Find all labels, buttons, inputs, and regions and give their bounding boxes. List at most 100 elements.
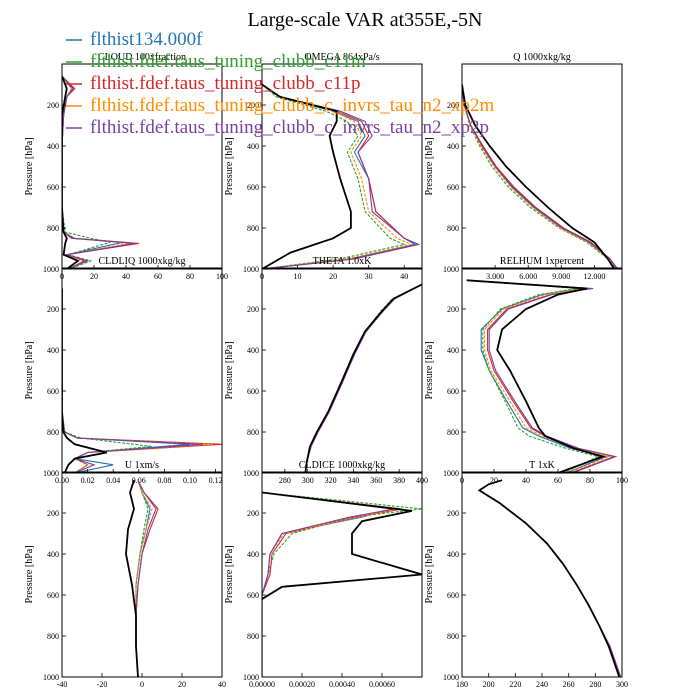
series-line-5: [478, 479, 622, 677]
x-tick-label: 20: [490, 476, 498, 485]
y-axis-label: Pressure [hPa]: [24, 137, 35, 195]
y-tick-label: 200: [247, 305, 259, 314]
plot-frame: [261, 63, 423, 270]
x-tick-label: 0.00040: [329, 680, 355, 689]
series-group: [125, 479, 159, 677]
panel-7: U 1xm/s Pressure [hPa] -40 -20 0 20 40 200 400 60…: [24, 460, 226, 689]
series-group: [262, 491, 422, 677]
plot-frame: [461, 267, 623, 474]
y-tick-label: 600: [447, 591, 459, 600]
series-line-3: [466, 279, 616, 473]
y-tick-label: 400: [247, 346, 259, 355]
x-tick-label: 0.00060: [369, 680, 395, 689]
series-line-5: [304, 283, 422, 473]
y-tick-label: 600: [247, 591, 259, 600]
x-tick-label: 0: [140, 680, 144, 689]
panel-title: T 1xK: [529, 460, 555, 471]
series-line-6: [62, 288, 108, 473]
series-line-3: [304, 283, 422, 473]
figure-title: Large-scale VAR at355E,-5N: [248, 9, 483, 31]
y-tick-label: 600: [447, 387, 459, 396]
x-tick-label: 20: [329, 272, 337, 281]
y-tick-label: 800: [447, 224, 459, 233]
y-tick-label: 1000: [43, 265, 59, 274]
y-tick-label: 600: [247, 183, 259, 192]
y-tick-label: 200: [247, 101, 259, 110]
y-tick-label: 400: [247, 550, 259, 559]
x-tick-label: -20: [97, 680, 108, 689]
y-tick-label: 200: [47, 509, 59, 518]
x-tick-label: 380: [393, 476, 405, 485]
x-tick-label: 0.00020: [289, 680, 315, 689]
x-tick-label: 20: [178, 680, 186, 689]
y-tick-label: 1000: [43, 469, 59, 478]
series-line-3: [478, 479, 622, 677]
y-tick-label: 200: [447, 101, 459, 110]
y-tick-label: 800: [247, 632, 259, 641]
x-tick-label: 280: [279, 476, 291, 485]
y-tick-label: 400: [247, 142, 259, 151]
panel-title: U 1xm/s: [125, 460, 159, 471]
series-group: [62, 288, 222, 473]
y-tick-label: 1000: [243, 673, 259, 682]
series-group: [62, 75, 139, 269]
panel-5: THETA 1.0xK Pressure [hPa] 280 300 320 340 360…: [224, 256, 428, 485]
panel-title: CLDICE 1000xkg/kg: [299, 460, 385, 471]
plot-frame: [61, 63, 223, 270]
y-axis-label: Pressure [hPa]: [424, 545, 435, 603]
y-tick-label: 800: [47, 224, 59, 233]
series-line-6: [262, 491, 422, 600]
series-group: [262, 83, 421, 269]
panel-3: Q 1000xkg/kg Pressure [hPa] 3.000 6.000 9.00…: [424, 52, 623, 281]
plot-frame: [461, 471, 623, 678]
y-axis-label: Pressure [hPa]: [24, 545, 35, 603]
series-line-4: [466, 279, 612, 473]
x-tick-label: 200: [483, 680, 495, 689]
x-tick-label: 0.06: [132, 476, 146, 485]
series-line-6: [477, 479, 621, 677]
y-tick-label: 200: [47, 101, 59, 110]
y-tick-label: 400: [447, 142, 459, 151]
y-tick-label: 1000: [443, 469, 459, 478]
y-tick-label: 600: [47, 183, 59, 192]
x-tick-label: 40: [400, 272, 408, 281]
series-group: [466, 279, 618, 473]
series-line-4: [478, 479, 620, 677]
y-axis-label: Pressure [hPa]: [24, 341, 35, 399]
series-group: [477, 479, 622, 677]
series-line-2: [304, 283, 422, 473]
y-tick-label: 200: [447, 509, 459, 518]
y-tick-label: 800: [247, 224, 259, 233]
y-tick-label: 1000: [243, 469, 259, 478]
y-axis-label: Pressure [hPa]: [224, 341, 235, 399]
series-line-2: [462, 84, 617, 269]
series-line-1: [262, 491, 393, 677]
legend-entry: flthist.fdef.taus_tuning_clubb_c11m: [90, 51, 366, 72]
series-line-4: [304, 283, 422, 473]
y-tick-label: 400: [47, 550, 59, 559]
y-tick-label: 800: [247, 428, 259, 437]
x-tick-label: 40: [122, 272, 130, 281]
series-line-5: [466, 279, 618, 473]
x-tick-label: 80: [586, 476, 594, 485]
y-axis-label: Pressure [hPa]: [224, 545, 235, 603]
plot-frame: [61, 267, 223, 474]
x-tick-label: 360: [370, 476, 382, 485]
series-line-6: [304, 283, 422, 473]
x-tick-label: 300: [302, 476, 314, 485]
y-tick-label: 600: [447, 183, 459, 192]
x-tick-label: 60: [154, 272, 162, 281]
series-line-5: [462, 84, 619, 269]
y-tick-label: 800: [47, 428, 59, 437]
panel-title: CLOUD 100xfraction: [98, 52, 186, 63]
y-axis-label: Pressure [hPa]: [424, 137, 435, 195]
series-line-5: [62, 288, 203, 473]
series-line-6: [462, 84, 616, 269]
x-tick-label: 260: [563, 680, 575, 689]
series-line-6: [62, 75, 80, 269]
x-tick-label: 280: [589, 680, 601, 689]
panel-title: RELHUM 1xpercent: [500, 256, 584, 267]
